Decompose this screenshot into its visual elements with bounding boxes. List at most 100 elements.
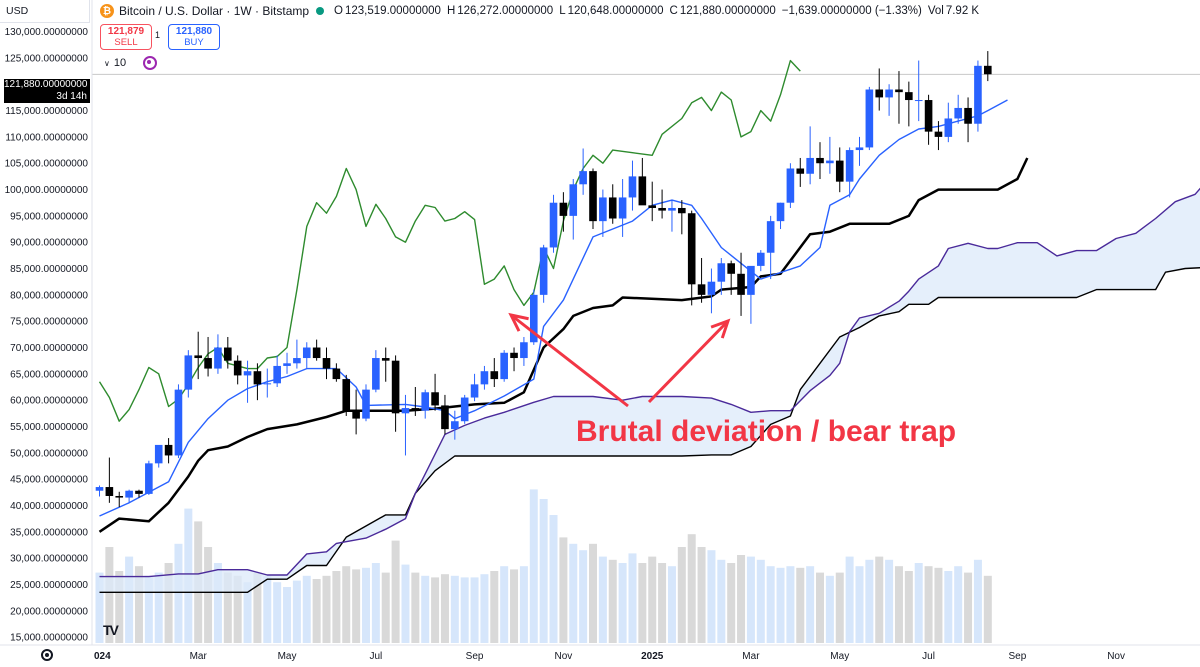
symbol-title[interactable]: Bitcoin / U.S. Dollar · 1W · Bitstamp	[119, 4, 310, 18]
candle	[638, 157, 647, 206]
candle-body	[727, 263, 735, 274]
candle-body	[490, 371, 499, 380]
candle-body	[184, 355, 193, 390]
settings-icon[interactable]	[41, 649, 53, 661]
volume-bar	[667, 566, 676, 643]
candle	[766, 215, 775, 280]
candle	[845, 147, 854, 198]
quantity-value[interactable]: 1	[155, 30, 161, 40]
candle	[273, 355, 281, 387]
candle	[747, 265, 755, 324]
legend-header: ₿ Bitcoin / U.S. Dollar · 1W · Bitstamp …	[100, 4, 979, 18]
price-axis[interactable]: 130,000.00000000 125,000.00000000 115,000.…	[0, 0, 93, 645]
volume-bar	[598, 556, 607, 643]
volume-bar	[263, 575, 272, 643]
candle-body	[460, 397, 469, 422]
volume-bar	[727, 563, 736, 643]
candle-body	[549, 202, 558, 248]
refresh-icon[interactable]	[143, 56, 157, 70]
high-value: 126,272.00000000	[457, 5, 554, 17]
volume-bar	[776, 567, 785, 643]
volume-bar	[322, 575, 331, 643]
candle	[293, 339, 301, 369]
volume-bar	[352, 569, 361, 643]
symbol-currency-box[interactable]: USD	[0, 0, 90, 23]
candle-body	[905, 92, 913, 101]
candle-body	[638, 176, 647, 206]
volume-bar	[638, 563, 647, 643]
candle	[826, 136, 834, 174]
price-tick-label: 105,000.00000000	[5, 159, 89, 170]
candle	[204, 336, 212, 377]
candle	[707, 268, 716, 314]
volume-bar	[500, 566, 509, 643]
open-label: O	[334, 5, 343, 17]
volume-bar	[95, 572, 104, 643]
candle	[984, 51, 992, 82]
buy-button[interactable]: 121,880 BUY	[168, 24, 220, 50]
candle	[312, 339, 321, 361]
candle-body	[687, 213, 696, 285]
volume-bar	[924, 566, 933, 643]
candle-body	[95, 487, 104, 491]
volume-bar	[658, 563, 667, 643]
volume-bar	[144, 575, 153, 643]
candle	[569, 179, 578, 240]
candle-body	[480, 371, 489, 385]
volume-bar	[342, 566, 351, 643]
volume-label: Vol	[927, 5, 944, 17]
volume-bar	[954, 566, 963, 643]
ichimoku-lines	[98, 59, 1200, 593]
volume-bar	[806, 566, 815, 643]
candle-body	[441, 405, 449, 430]
candle-body	[954, 107, 962, 119]
candle-body	[974, 65, 982, 124]
candle-body	[135, 490, 143, 494]
volume-bar	[519, 566, 528, 643]
volume-bar	[934, 567, 943, 643]
candle	[520, 336, 528, 366]
price-tick-label: 15,000.00000000	[10, 633, 88, 644]
sell-button[interactable]: 121,879 SELL	[100, 24, 152, 50]
bitcoin-icon: ₿	[100, 4, 114, 18]
candle	[717, 258, 726, 295]
sell-label: SELL	[114, 37, 138, 48]
volume-bar	[292, 580, 301, 643]
candle	[145, 460, 153, 495]
price-tick-label: 50,000.00000000	[10, 448, 88, 459]
volume-bar	[243, 582, 252, 643]
candle	[322, 347, 331, 380]
candle	[263, 368, 272, 398]
candle-body	[164, 444, 173, 456]
candle	[934, 121, 943, 151]
candle-body	[302, 347, 311, 359]
candle-body	[342, 379, 351, 411]
volume-bar	[628, 553, 637, 643]
candle	[431, 373, 439, 411]
candle-body	[510, 352, 518, 359]
candle-body	[293, 358, 301, 364]
candle	[243, 360, 252, 403]
time-tick-label: Mar	[190, 651, 208, 662]
interval-dropdown[interactable]: ∨ 10	[100, 54, 130, 72]
price-tick-label: 90,000.00000000	[10, 238, 88, 249]
volume-bar	[618, 563, 627, 643]
volume-bars	[95, 489, 992, 643]
candle	[115, 491, 124, 508]
candle-body	[786, 168, 795, 203]
volume-bar	[766, 566, 775, 643]
candle-body	[243, 371, 252, 376]
candle	[352, 389, 360, 435]
symbol-currency: USD	[6, 5, 29, 17]
time-axis[interactable]: 024MarMayJulSepNov2025MarMayJulSepNov202…	[0, 644, 1200, 667]
candle	[737, 252, 745, 316]
tradingview-logo-icon[interactable]: TV	[103, 622, 119, 638]
candle-body	[401, 408, 410, 414]
candle	[628, 160, 637, 211]
candle-body	[835, 160, 844, 182]
candle	[589, 168, 597, 230]
candle	[381, 347, 390, 382]
volume-bar	[865, 559, 874, 643]
